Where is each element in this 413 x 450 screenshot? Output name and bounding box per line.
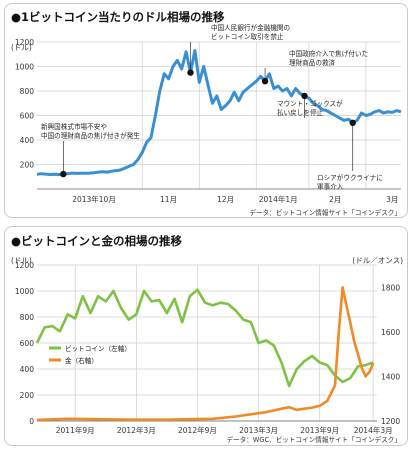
chart2-y-right-tick-label: 1400 [381,372,400,381]
chart1-x-tick-label: 12月 [217,195,234,204]
chart2-x-tick-label: 2012年3月 [117,425,156,435]
chart1-x-tick-label: 2月 [329,195,341,204]
chart2-y-unit-right: (ドル／オンス) [352,256,403,265]
chart2-y-tick-label: 1000 [15,287,34,296]
chart1-x-tick-label: 11月 [160,195,177,204]
chart1-annotation-label: 理財商品の救済 [289,58,336,67]
chart2-x-tick-label: 2011年9月 [56,425,95,435]
chart1-y-tick-label: 800 [20,87,35,96]
chart1-annotation-label: 中国人民銀行が金融機関の [211,23,290,32]
chart1-event-marker [301,92,308,100]
chart1-y-tick-label: 200 [20,161,35,170]
chart2-legend-label: 金（右軸） [65,356,98,365]
chart2-legend-label: ビットコイン（左軸） [65,344,131,353]
chart1-x-tick-label: 2013年10月 [72,194,116,204]
chart1-annotation-label: 新興国株式市場不安や [41,122,107,131]
chart2-x-tick-label: 2013年3月 [239,425,278,435]
chart1-y-unit: (ドル) [11,43,32,52]
chart1-annotation-label: 中国政府介入で焦げ付いた [289,49,368,58]
chart1-event-marker [349,119,356,127]
chart2-y-right-tick-label: 1200 [381,417,400,426]
chart1-annotation-label: 軍事介入 [317,182,344,191]
chart2-x-tick-label: 2014年3月 [354,425,393,435]
chart1-annotation-label: ロシアがウクライナに [317,173,383,182]
btc-gold-panel: ●ビットコインと金の相場の推移 (ドル) (ドル／オンス) 0 200 400 600 800… [4,226,408,446]
chart2-x-tick-label: 2013年9月 [300,425,339,435]
btc-price-line [36,49,402,176]
chart2-y-tick-label: 1200 [15,261,34,270]
chart1-annotation-label: 払い戻しを停止 [277,108,324,117]
chart1-annotation-label: マウント・ゴックスが [277,99,343,108]
chart1-source: データ：ビットコイン情報サイト「コインデスク」 [249,208,401,217]
chart2-y-tick-label: 600 [20,339,35,348]
btc-gold-chart: ●ビットコインと金の相場の推移 (ドル) (ドル／オンス) 0 200 400 600 800… [11,234,403,444]
chart2-y-tick-label: 200 [20,391,35,400]
chart1-title: ●1ビットコイン当たりのドル相場の推移 [11,10,225,24]
chart1-event-marker [187,69,194,76]
chart2-x-tick-label: 2012年9月 [178,425,217,435]
btc-series-line [35,288,374,388]
chart1-x-tick-label: 3月 [386,195,398,204]
chart1-event-marker [60,170,67,178]
chart2-title: ●ビットコインと金の相場の推移 [11,234,183,248]
chart2-y-tick-label: 400 [20,365,35,374]
btc-price-chart: ●1ビットコイン当たりのドル相場の推移 (ドル) 200 400 600 800 1000 1… [11,10,402,217]
chart1-y-tick-label: 1200 [15,38,34,47]
chart1-y-tick-label: 1000 [15,63,34,72]
chart1-annotation-label: 中国の理財商品の焦げ付きが発生 [41,131,140,140]
chart2-y-tick-label: 0 [29,417,34,426]
btc-price-panel: ●1ビットコイン当たりのドル相場の推移 (ドル) 200 400 600 800 1000 1… [4,3,408,218]
chart1-x-tick-label: 2014年1月 [259,194,298,204]
chart2-y-tick-label: 800 [20,313,35,322]
chart2-y-right-tick-label: 1600 [381,328,400,337]
chart2-y-unit-left: (ドル) [11,256,32,265]
chart1-annotation-label: ビットコイン取引を禁止 [211,32,284,41]
chart1-y-tick-label: 600 [20,112,35,121]
chart1-event-marker [261,78,269,85]
chart2-source: データ：WGC、ビットコイン情報サイト「コインデスク」 [227,435,401,444]
gold-series-line [36,285,375,422]
chart2-y-right-tick-label: 1800 [381,283,400,292]
chart1-y-tick-label: 400 [20,136,35,145]
